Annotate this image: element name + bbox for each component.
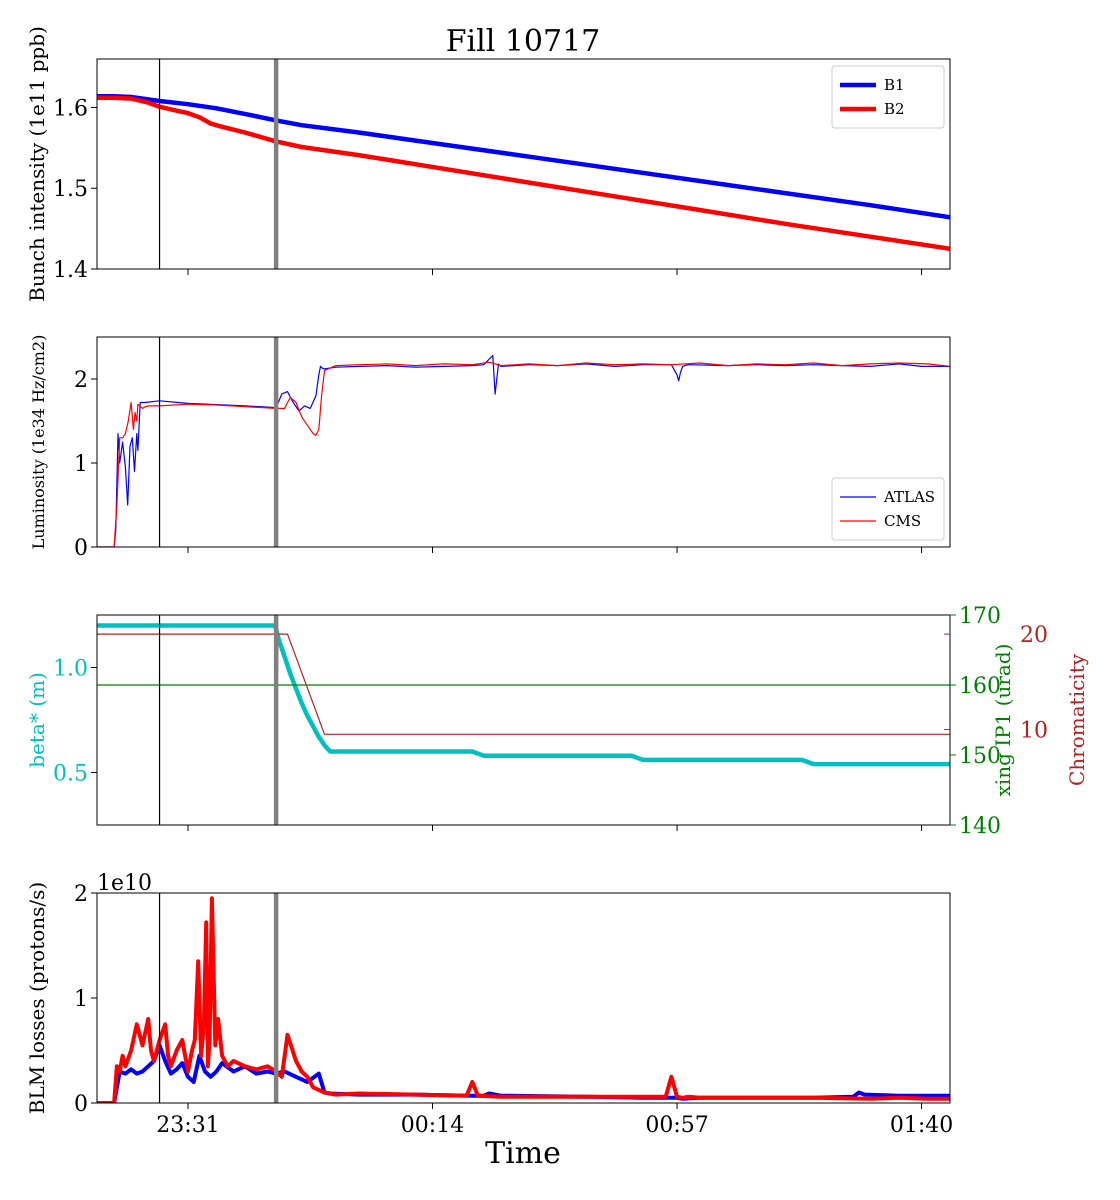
- x-tick-label: 23:31: [156, 1113, 219, 1138]
- series-line-b1: [97, 93, 950, 220]
- series-line-atlas: [97, 354, 950, 547]
- series-line-cms: [97, 361, 950, 547]
- chart-title: Fill 10717: [446, 24, 601, 59]
- y-tick-label: 0: [74, 536, 88, 561]
- right-y-tick-label: 20: [1020, 623, 1048, 648]
- y-axis-label: beta* (m): [25, 672, 49, 768]
- y-axis-label: Bunch intensity (1e11 ppb): [25, 26, 49, 302]
- y-offset-label: 1e10: [97, 871, 152, 896]
- legend-label: CMS: [884, 512, 921, 530]
- y-tick-label: 2: [74, 368, 88, 393]
- x-tick-label: 00:57: [645, 1113, 708, 1138]
- subplot-2: 0 1 2 Luminosity (1e34 Hz/cm2) ATLAS CMS: [29, 335, 951, 561]
- y-axis-label: Luminosity (1e34 Hz/cm2): [29, 335, 48, 550]
- x-tick-label: 01:40: [890, 1113, 953, 1138]
- x-tick-label: 00:14: [401, 1113, 464, 1138]
- plot-frame: [96, 614, 951, 826]
- y-tick-label: 1.6: [53, 96, 88, 121]
- right-y-tick-label: 160: [959, 674, 1001, 699]
- right-y-tick-label: 10: [1020, 719, 1048, 744]
- y-tick-label: 1: [74, 987, 88, 1012]
- legend-box: [831, 477, 945, 541]
- legend: ATLAS CMS: [831, 477, 945, 541]
- series-line-beta-: [97, 623, 950, 767]
- legend-label: B1: [884, 76, 905, 94]
- plot-area: [97, 615, 950, 825]
- plot-frame: [96, 58, 951, 270]
- x-axis-label: Time: [485, 1136, 561, 1171]
- plot-area: [97, 893, 950, 1103]
- right-y-axis-label: Chromaticity: [1065, 653, 1089, 786]
- y-tick-label: 0.5: [53, 762, 88, 787]
- subplot-4: 23:31 00:14 00:57 01:40 0 1 2 BLM losses (proto…: [25, 871, 953, 1138]
- y-tick-label: 1.4: [53, 258, 88, 283]
- legend-label: ATLAS: [883, 488, 935, 506]
- series-line-chromaticity: [97, 633, 950, 750]
- y-tick-label: 0: [74, 1092, 88, 1117]
- right-y-tick-label: 170: [959, 604, 1001, 629]
- plot-frame: [96, 892, 951, 1104]
- y-tick-label: 1.0: [53, 657, 88, 682]
- plot-frame: [96, 336, 951, 548]
- series-line-b1: [97, 1043, 950, 1103]
- plot-area: [97, 337, 950, 547]
- right-y-axis-label: xing IP1 (urad): [991, 644, 1015, 797]
- series-line-b2: [97, 896, 950, 1103]
- y-tick-label: 1: [74, 452, 88, 477]
- legend-label: B2: [884, 100, 905, 118]
- y-tick-label: 2: [74, 882, 88, 907]
- plot-area: [97, 59, 950, 269]
- y-tick-label: 1.5: [53, 177, 88, 202]
- series-line-b2: [97, 95, 950, 252]
- y-axis-label: BLM losses (protons/s): [25, 882, 49, 1114]
- legend-box: [831, 65, 945, 129]
- right-y-tick-label: 150: [959, 744, 1001, 769]
- right-y-tick-label: 140: [959, 814, 1001, 839]
